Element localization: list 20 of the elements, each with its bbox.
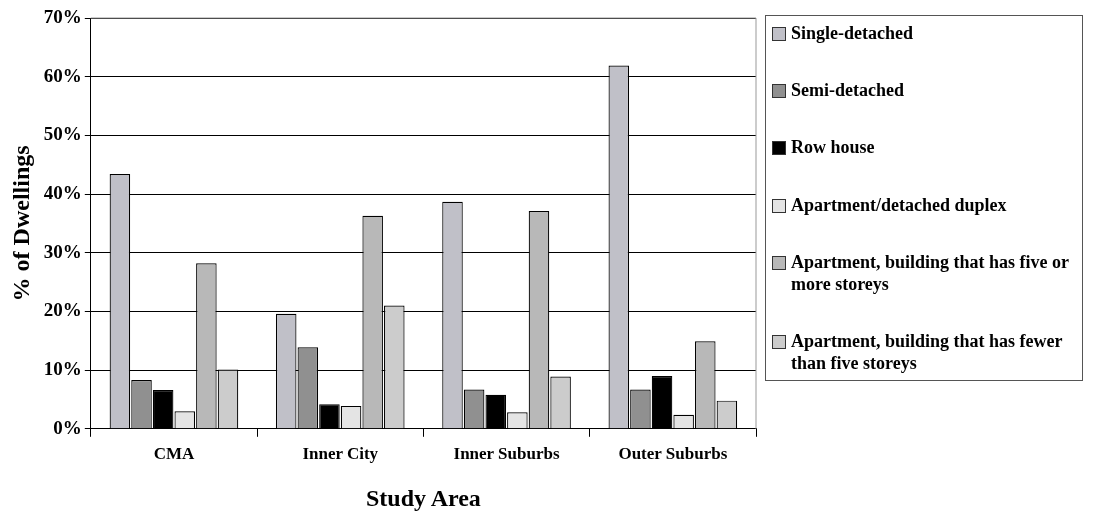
y-tick-label: 0% xyxy=(53,416,82,438)
y-axis-title: % of Dwellings xyxy=(7,145,34,302)
y-tick-label: 30% xyxy=(43,240,82,262)
y-tick-label: 50% xyxy=(43,123,82,145)
x-tick-label: Outer Suburbs xyxy=(618,444,728,464)
x-tick-label: CMA xyxy=(153,444,195,464)
legend-label: Apartment/detached duplex xyxy=(791,193,1007,216)
legend-label: Apartment, building that has fewer than five storeys xyxy=(791,329,1064,374)
x-tick-label: Inner City xyxy=(302,444,379,464)
legend-label: Row house xyxy=(791,136,875,159)
y-tick-label: 40% xyxy=(43,181,82,203)
legend-label: Apartment, building that has five or more storeys xyxy=(791,250,1070,295)
y-tick-label: 20% xyxy=(43,299,82,321)
y-tick-label: 60% xyxy=(43,64,82,86)
x-axis-title: Study Area xyxy=(365,484,481,511)
legend-label: Single-detached xyxy=(791,22,914,44)
x-tick-label: Inner Suburbs xyxy=(453,444,560,464)
y-tick-label: 70% xyxy=(43,5,82,27)
legend-label: Semi-detached xyxy=(791,79,904,102)
y-tick-label: 10% xyxy=(43,358,82,380)
